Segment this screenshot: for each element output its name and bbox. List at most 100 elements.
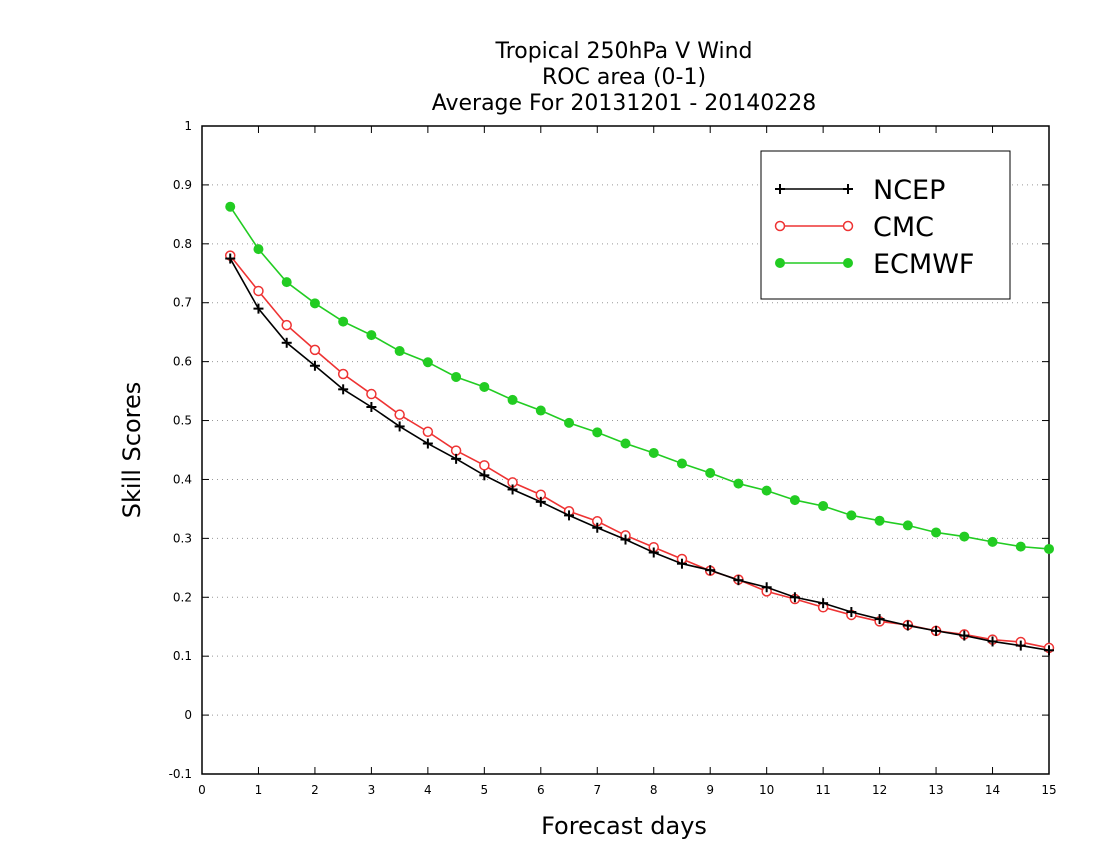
- data-point: [733, 478, 744, 489]
- data-point: [789, 495, 800, 506]
- axis-ticks: -0.100.10.20.30.40.50.60.70.80.910 1 2 3 4 5 6…: [169, 119, 1057, 797]
- legend-item-ecmwf: ECMWF: [775, 249, 974, 280]
- data-point: [225, 253, 236, 264]
- data-point: [451, 453, 462, 464]
- y-tick-label: -0.1: [169, 767, 192, 781]
- data-point: [564, 510, 575, 521]
- data-point: [564, 417, 575, 428]
- data-point: [987, 636, 998, 647]
- data-point: [620, 438, 631, 449]
- data-point: [1044, 543, 1054, 554]
- data-point: [225, 201, 236, 212]
- legend-label: CMC: [873, 212, 934, 243]
- series-ncep: [225, 253, 1054, 656]
- data-point: [846, 510, 857, 521]
- data-point: [774, 220, 786, 232]
- data-point: [338, 316, 349, 327]
- x-tick-label: 11: [815, 783, 830, 797]
- data-point: [337, 368, 349, 380]
- data-point: [479, 381, 490, 392]
- data-point: [479, 470, 490, 481]
- data-point: [253, 285, 264, 297]
- data-point: [309, 344, 321, 356]
- data-point: [479, 460, 490, 471]
- data-point: [648, 547, 659, 558]
- data-point: [281, 319, 292, 331]
- series-ecmwf: [225, 201, 1054, 554]
- data-point: [874, 614, 885, 625]
- series-line: [229, 255, 1050, 649]
- data-point: [761, 582, 772, 593]
- data-point: [281, 277, 292, 288]
- data-point: [676, 458, 687, 469]
- y-tick-label: 0.5: [173, 414, 192, 428]
- data-point: [450, 445, 462, 456]
- legend-box: [760, 150, 1011, 300]
- data-point: [775, 258, 785, 268]
- x-tick-label: 13: [928, 783, 943, 797]
- data-point: [733, 575, 744, 586]
- data-point: [1044, 645, 1054, 656]
- y-tick-label: 0.7: [173, 296, 192, 310]
- data-point: [818, 500, 829, 511]
- plot-frame: [201, 125, 1050, 775]
- data-point: [959, 531, 970, 542]
- data-point: [648, 447, 659, 458]
- data-point: [592, 427, 603, 438]
- data-point: [818, 598, 829, 609]
- series-cmc: [224, 250, 1055, 654]
- data-point: [931, 527, 942, 538]
- x-tick-label: 15: [1041, 783, 1056, 797]
- data-point: [394, 409, 405, 420]
- data-point: [842, 220, 854, 232]
- x-tick-label: 7: [593, 783, 601, 797]
- data-point: [620, 534, 631, 545]
- data-point: [451, 371, 462, 382]
- data-point: [775, 184, 785, 194]
- title-line: ROC area (0-1): [542, 65, 706, 90]
- x-tick-label: 2: [311, 783, 319, 797]
- data-point: [422, 426, 434, 437]
- data-point: [394, 421, 405, 432]
- data-point: [253, 303, 264, 314]
- x-tick-label: 4: [424, 783, 432, 797]
- x-tick-label: 14: [985, 783, 1000, 797]
- data-point: [366, 401, 377, 412]
- data-point: [843, 258, 853, 268]
- x-axis-label: Forecast days: [541, 812, 707, 840]
- data-point: [253, 244, 264, 255]
- y-axis-label: Skill Scores: [118, 382, 146, 519]
- x-tick-label: 6: [537, 783, 545, 797]
- x-tick-label: 3: [368, 783, 376, 797]
- title-line: Tropical 250hPa V Wind: [494, 39, 752, 64]
- title-line: Average For 20131201 - 20140228: [432, 91, 817, 116]
- y-tick-label: 0.8: [173, 237, 192, 251]
- data-point: [422, 438, 433, 449]
- legend-item-ncep: NCEP: [775, 175, 945, 206]
- data-point: [761, 485, 772, 496]
- x-tick-label: 5: [481, 783, 489, 797]
- data-point: [338, 384, 349, 395]
- data-point: [676, 558, 687, 569]
- legend-label: NCEP: [873, 175, 945, 206]
- x-tick-label: 9: [706, 783, 714, 797]
- data-point: [1015, 640, 1026, 651]
- x-tick-label: 1: [255, 783, 263, 797]
- data-point: [366, 330, 377, 341]
- data-point: [535, 496, 546, 507]
- data-point: [846, 607, 857, 617]
- y-tick-label: 0.1: [173, 649, 192, 663]
- data-point: [507, 394, 518, 405]
- data-point: [309, 360, 320, 371]
- y-tick-label: 0.6: [173, 355, 192, 369]
- y-tick-label: 1: [184, 119, 192, 133]
- legend: NCEP CMC ECMWF: [760, 150, 1011, 300]
- data-point: [281, 337, 292, 348]
- x-tick-label: 12: [872, 783, 887, 797]
- y-tick-label: 0: [184, 708, 192, 722]
- x-tick-label: 10: [759, 783, 774, 797]
- data-series: [224, 201, 1055, 656]
- data-point: [789, 592, 800, 603]
